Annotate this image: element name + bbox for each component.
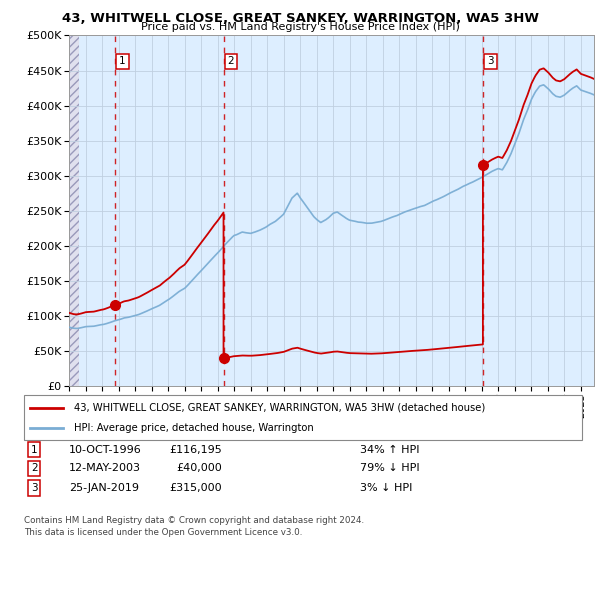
Text: Contains HM Land Registry data © Crown copyright and database right 2024.: Contains HM Land Registry data © Crown c…	[24, 516, 364, 525]
Text: 10-OCT-1996: 10-OCT-1996	[69, 445, 142, 454]
Text: 1: 1	[119, 57, 125, 67]
Text: 43, WHITWELL CLOSE, GREAT SANKEY, WARRINGTON, WA5 3HW (detached house): 43, WHITWELL CLOSE, GREAT SANKEY, WARRIN…	[74, 403, 485, 412]
Text: £116,195: £116,195	[169, 445, 222, 454]
Text: Price paid vs. HM Land Registry's House Price Index (HPI): Price paid vs. HM Land Registry's House …	[140, 22, 460, 32]
Text: HPI: Average price, detached house, Warrington: HPI: Average price, detached house, Warr…	[74, 424, 314, 434]
Text: This data is licensed under the Open Government Licence v3.0.: This data is licensed under the Open Gov…	[24, 528, 302, 537]
Text: 2: 2	[31, 464, 38, 473]
Text: 34% ↑ HPI: 34% ↑ HPI	[360, 445, 419, 454]
Text: 1: 1	[31, 445, 38, 454]
Text: 3: 3	[31, 483, 38, 493]
Text: 2: 2	[227, 57, 234, 67]
FancyBboxPatch shape	[24, 395, 582, 440]
Bar	[69, 35, 79, 386]
Text: 12-MAY-2003: 12-MAY-2003	[69, 464, 141, 473]
Text: 43, WHITWELL CLOSE, GREAT SANKEY, WARRINGTON, WA5 3HW: 43, WHITWELL CLOSE, GREAT SANKEY, WARRIN…	[62, 12, 539, 25]
Text: 3: 3	[487, 57, 494, 67]
Text: 79% ↓ HPI: 79% ↓ HPI	[360, 464, 419, 473]
Text: £315,000: £315,000	[169, 483, 222, 493]
Text: £40,000: £40,000	[176, 464, 222, 473]
Text: 25-JAN-2019: 25-JAN-2019	[69, 483, 139, 493]
Text: 3% ↓ HPI: 3% ↓ HPI	[360, 483, 412, 493]
